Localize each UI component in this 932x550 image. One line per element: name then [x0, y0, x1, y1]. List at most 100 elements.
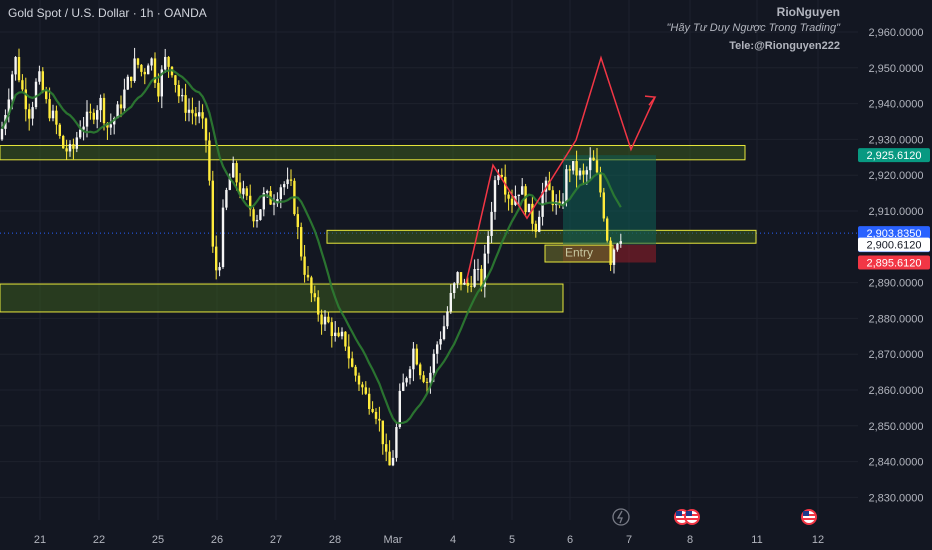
- candle: [208, 140, 211, 181]
- price-tick-label: 2,840.0000: [868, 457, 923, 469]
- price-tag-label: 2,925.6120: [866, 150, 921, 162]
- candle: [429, 372, 432, 383]
- watermark-contact: Tele:@Rionguyen222: [729, 40, 840, 52]
- candle: [371, 408, 374, 412]
- candle: [524, 186, 527, 213]
- candle: [575, 161, 578, 176]
- time-tick-label: 6: [567, 534, 573, 546]
- candle: [500, 174, 503, 177]
- candle: [215, 246, 218, 271]
- candle: [497, 174, 500, 181]
- candle: [143, 71, 146, 75]
- candle: [204, 118, 208, 141]
- candle: [24, 89, 27, 110]
- candle: [327, 316, 330, 323]
- time-tick-label: 21: [34, 534, 46, 546]
- price-tag: [858, 237, 930, 252]
- candle: [619, 241, 622, 244]
- candle: [589, 157, 592, 171]
- candle: [466, 282, 469, 286]
- candle: [48, 99, 51, 119]
- candle: [45, 91, 48, 100]
- candle: [232, 163, 235, 178]
- candle: [160, 69, 163, 97]
- time-tick-label: Mar: [384, 534, 403, 546]
- candle: [340, 331, 344, 337]
- candle: [187, 109, 191, 113]
- candle: [334, 332, 337, 337]
- candle: [266, 190, 269, 193]
- time-tick-label: 12: [812, 534, 824, 546]
- candle: [616, 243, 619, 250]
- upper-resistance-zone[interactable]: [0, 144, 746, 161]
- us-flag-stripe: [686, 518, 698, 520]
- candle: [225, 189, 228, 208]
- candle: [38, 71, 41, 82]
- candle: [289, 179, 293, 181]
- us-flag-stripe: [803, 518, 815, 520]
- candle: [544, 180, 548, 192]
- candle: [538, 216, 541, 232]
- candle: [296, 214, 299, 228]
- time-tick-label: 5: [509, 534, 515, 546]
- candle: [364, 387, 367, 394]
- candle: [592, 157, 595, 161]
- time-tick-label: 8: [687, 534, 693, 546]
- candle: [320, 314, 323, 325]
- lower-demand-zone[interactable]: [0, 283, 564, 313]
- candle: [551, 190, 554, 206]
- candle: [361, 384, 364, 388]
- candle: [323, 316, 327, 325]
- symbol-title[interactable]: Gold Spot / U.S. Dollar · 1h · OANDA: [8, 6, 207, 20]
- candle: [34, 81, 38, 108]
- watermark-name: RioNguyen: [776, 5, 840, 19]
- candle: [388, 451, 391, 466]
- candle: [456, 272, 459, 284]
- candle: [561, 201, 565, 206]
- price-tag: [858, 148, 930, 163]
- candle: [453, 283, 456, 293]
- candle: [133, 58, 136, 82]
- candle: [123, 89, 126, 109]
- candle: [354, 366, 357, 376]
- candle: [252, 209, 255, 222]
- candle: [221, 207, 225, 267]
- price-tick-label: 2,890.0000: [868, 278, 923, 290]
- candle: [422, 375, 425, 382]
- time-tick-label: 11: [751, 534, 762, 546]
- candle: [463, 282, 466, 285]
- price-tick-label: 2,950.0000: [868, 63, 923, 75]
- profit-area[interactable]: [563, 155, 656, 245]
- candle: [480, 268, 483, 287]
- candle: [126, 76, 129, 90]
- candle: [446, 311, 449, 327]
- candle: [473, 269, 476, 287]
- candle: [470, 285, 473, 287]
- candle: [317, 297, 320, 315]
- price-tick-label: 2,930.0000: [868, 134, 923, 146]
- candles: [0, 47, 622, 467]
- candle: [415, 348, 418, 365]
- entry-support-zone[interactable]: [326, 229, 757, 244]
- candle: [439, 339, 442, 345]
- candle: [286, 179, 289, 185]
- candle: [55, 110, 58, 125]
- candle: [337, 332, 340, 337]
- candle: [235, 163, 238, 183]
- candle: [184, 95, 187, 113]
- candle: [92, 112, 95, 120]
- price-tick-label: 2,960.0000: [868, 27, 923, 39]
- candle: [31, 107, 34, 119]
- candle: [374, 411, 378, 419]
- candle: [490, 211, 493, 236]
- dividend-icon[interactable]: [612, 508, 630, 526]
- candle: [17, 57, 21, 81]
- projection-arrowhead: [644, 95, 657, 106]
- projection-line[interactable]: [465, 55, 656, 284]
- candle: [147, 65, 150, 75]
- candle: [89, 111, 92, 113]
- candle: [534, 223, 537, 232]
- lightning-icon: [616, 510, 623, 524]
- candle: [313, 293, 316, 298]
